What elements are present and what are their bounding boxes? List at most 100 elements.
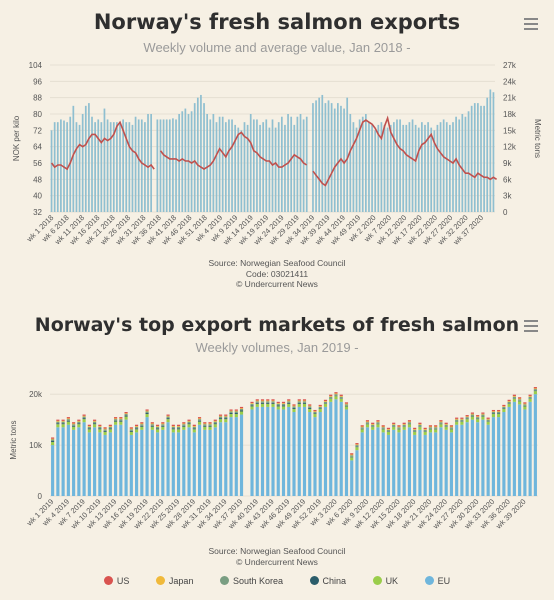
volume-bar (162, 119, 165, 212)
market-bar-china (423, 431, 427, 432)
market-bar-us (339, 394, 343, 396)
market-bar-us (297, 399, 301, 401)
market-bar-us (308, 404, 312, 406)
market-bar-south-korea (266, 401, 270, 403)
market-bar-south-korea (308, 406, 312, 408)
market-bar-china (213, 423, 217, 425)
market-bar-china (444, 426, 448, 427)
volume-bar (78, 124, 81, 212)
legend-item-south-korea[interactable]: South Korea (219, 576, 283, 586)
market-bar-eu (66, 424, 70, 496)
chart-menu-icon[interactable] (524, 18, 538, 33)
legend-item-uk[interactable]: UK (372, 576, 398, 586)
y-tick-right: 0 (503, 208, 508, 217)
volume-bar (100, 122, 103, 212)
market-bar-japan (292, 405, 296, 407)
legend-item-us[interactable]: US (103, 576, 129, 586)
market-bar-south-korea (449, 427, 453, 429)
y-tick-left: 40 (33, 192, 42, 201)
market-bar-china (339, 398, 343, 399)
volume-bar (352, 122, 355, 212)
market-bar-eu (344, 409, 349, 496)
volume-bar (94, 122, 96, 212)
market-bar-south-korea (197, 419, 202, 421)
market-bar-south-korea (135, 426, 139, 429)
market-bar-south-korea (255, 401, 259, 403)
market-bar-uk (308, 408, 312, 412)
market-bar-japan (497, 411, 501, 412)
market-bar-uk (239, 411, 244, 415)
market-bar-uk (397, 429, 401, 433)
market-bar-us (318, 404, 322, 407)
market-bar-china (344, 405, 349, 407)
volume-bar (361, 116, 364, 212)
market-bar-south-korea (224, 416, 228, 419)
market-bar-eu (82, 422, 86, 496)
volume-bar (119, 122, 121, 212)
market-bar-us (423, 427, 427, 430)
market-bar-china (413, 431, 417, 432)
market-bar-uk (161, 426, 165, 430)
legend-label: EU (437, 576, 451, 586)
market-bar-china (266, 402, 270, 404)
volume-bar (399, 119, 401, 212)
chart-menu-icon[interactable] (524, 320, 538, 335)
price-line (50, 115, 498, 187)
market-bar-south-korea (166, 416, 170, 419)
market-bar-japan (512, 395, 516, 397)
volume-bar (147, 114, 149, 212)
volume-bar (224, 122, 227, 212)
market-bar-south-korea (72, 424, 76, 426)
market-bar-us (481, 412, 485, 414)
market-bar-uk (234, 414, 238, 418)
market-bar-japan (297, 400, 301, 402)
market-bar-uk (302, 403, 307, 407)
market-bar-south-korea (150, 424, 154, 426)
market-bar-south-korea (114, 419, 118, 421)
market-bar-south-korea (281, 403, 286, 406)
volume-bar (327, 100, 330, 212)
volume-bar (318, 97, 321, 212)
market-bar-japan (98, 426, 102, 427)
market-bar-china (187, 423, 191, 425)
volume-bar (193, 103, 196, 212)
market-bar-japan (150, 423, 154, 425)
market-bar-japan (444, 423, 448, 425)
legend-item-china[interactable]: China (309, 576, 346, 586)
market-bar-japan (287, 400, 291, 402)
market-bar-south-korea (360, 427, 364, 429)
legend-label: Japan (168, 576, 194, 586)
chart-title: Norway's fresh salmon exports (93, 10, 461, 34)
market-bar-us (491, 409, 495, 412)
market-bar-china (486, 421, 490, 422)
market-bar-uk (124, 416, 128, 420)
market-bar-japan (313, 411, 317, 412)
market-bar-south-korea (218, 416, 223, 419)
market-bar-japan (187, 420, 191, 422)
market-bar-us (213, 419, 217, 421)
legend-item-eu[interactable]: EU (424, 576, 451, 586)
market-bar-china (460, 421, 464, 422)
volume-bar (358, 119, 361, 212)
market-bar-eu (72, 429, 76, 496)
market-bar-us (365, 420, 370, 422)
market-bar-us (103, 427, 107, 429)
market-bar-japan (308, 405, 312, 407)
market-bar-south-korea (93, 421, 97, 424)
market-bar-us (66, 417, 70, 419)
market-bar-japan (439, 421, 443, 423)
market-bar-eu (87, 432, 91, 496)
market-bar-china (260, 402, 265, 404)
market-bar-uk (392, 426, 396, 430)
market-bar-japan (229, 410, 233, 412)
legend-item-japan[interactable]: Japan (155, 576, 194, 586)
volume-bar (389, 124, 392, 212)
market-bar-us (224, 414, 228, 416)
market-bar-uk (166, 419, 170, 423)
market-bar-eu (281, 409, 286, 496)
volume-bar (473, 103, 476, 212)
market-bar-china (318, 408, 322, 409)
market-bar-china (108, 428, 112, 430)
volume-bar (268, 127, 271, 212)
market-bar-uk (203, 426, 207, 430)
